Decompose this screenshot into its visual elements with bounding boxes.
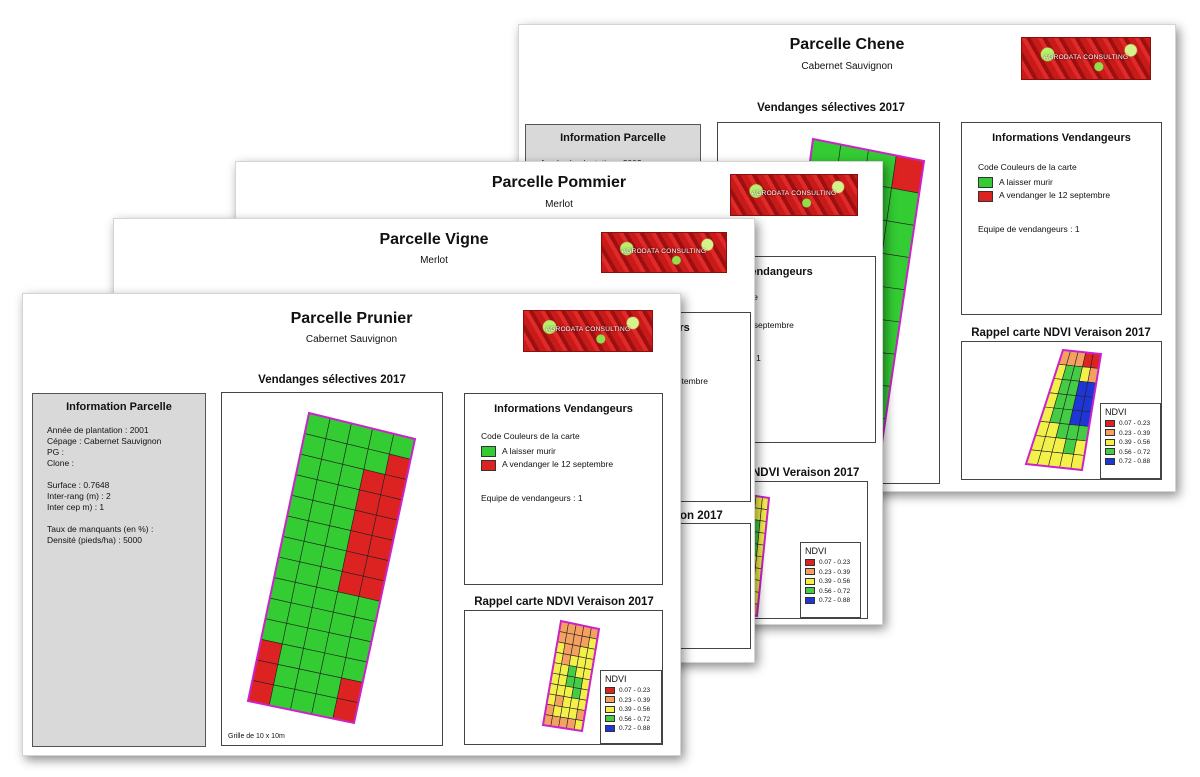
- parcel-outline: [541, 619, 601, 733]
- ndvi-class-3: 0.39 - 0.56: [801, 577, 860, 587]
- ndvi-class-3: 0.39 - 0.56: [1101, 438, 1160, 448]
- legend-keep: A laisser murir: [465, 446, 662, 458]
- info-line: Clone :: [47, 458, 74, 468]
- harvest-label: A vendanger le 12 septembre: [502, 459, 614, 470]
- ndvi-map: [541, 619, 601, 733]
- sheet-prunier: Parcelle Prunier Cabernet Sauvignon AGRO…: [22, 293, 681, 756]
- map-heading: Vendanges sélectives 2017: [258, 374, 406, 386]
- ndvi-heading: Rappel carte NDVI Veraison 2017: [474, 596, 654, 608]
- team-count: Equipe de vendangeurs : 1: [978, 223, 1080, 234]
- keep-label: A laisser murir: [502, 446, 556, 456]
- logo-text: AGRODATA CONSULTING: [621, 247, 707, 255]
- keep-swatch: [481, 446, 496, 458]
- keep-swatch: [978, 177, 993, 189]
- ndvi-map-frame: NDVI 0.07 - 0.23 0.23 - 0.39 0.39 - 0.56…: [961, 341, 1162, 480]
- ndvi-map-frame: NDVI 0.07 - 0.23 0.23 - 0.39 0.39 - 0.56…: [464, 610, 663, 745]
- ndvi-class-2: 0.23 - 0.39: [801, 568, 860, 578]
- ndvi-legend: NDVI 0.07 - 0.23 0.23 - 0.39 0.39 - 0.56…: [800, 542, 861, 618]
- ndvi-class-4: 0.56 - 0.72: [1101, 448, 1160, 458]
- ndvi-legend-title: NDVI: [805, 546, 827, 556]
- ndvi-class-2: 0.23 - 0.39: [1101, 429, 1160, 439]
- sheet-title: Parcelle Pommier: [491, 174, 627, 191]
- info-line: [33, 513, 205, 524]
- legend-harvest: A vendanger le 12 septembre: [465, 459, 662, 471]
- sheet-variety: Merlot: [420, 255, 448, 266]
- sheet-title: Parcelle Vigne: [379, 231, 489, 248]
- map-heading: Vendanges sélectives 2017: [757, 102, 905, 114]
- ndvi-class-5: 0.72 - 0.88: [601, 724, 661, 734]
- info-line: Cépage : Cabernet Sauvignon: [47, 436, 162, 446]
- sheet-title: Parcelle Chene: [789, 36, 905, 53]
- harvest-swatch: [978, 190, 993, 202]
- team-count: Equipe de vendangeurs : 1: [481, 492, 583, 503]
- ndvi-class-1: 0.07 - 0.23: [801, 558, 860, 568]
- info-heading: Information Parcelle: [66, 401, 172, 413]
- ndvi-legend-title: NDVI: [605, 674, 627, 684]
- selective-map-frame: Grille de 10 x 10m: [221, 392, 443, 746]
- ndvi-map-frame: [674, 523, 751, 649]
- ndvi-heading: NDVI Veraison 2017: [752, 467, 860, 479]
- legend-keep: A laisser murir: [962, 177, 1161, 189]
- ndvi-class-1: 0.07 - 0.23: [601, 686, 661, 696]
- sheet-variety: Cabernet Sauvignon: [801, 61, 893, 72]
- sheet-title: Parcelle Prunier: [290, 310, 413, 327]
- ndvi-map: [1024, 348, 1103, 472]
- ndvi-class-3: 0.39 - 0.56: [601, 705, 661, 715]
- info-line: Année de plantation : 2001: [47, 425, 149, 435]
- info-line: Densité (pieds/ha) : 5000: [47, 535, 142, 545]
- info-line: Inter cep m) : 1: [47, 502, 105, 512]
- legend-harvest: er le 12 septembre: [723, 320, 794, 330]
- vendangeurs-panel: Informations Vendangeurs Code Couleurs d…: [961, 122, 1162, 315]
- ndvi-class-2: 0.23 - 0.39: [601, 696, 661, 706]
- agrodata-logo: AGRODATA CONSULTING: [730, 174, 858, 216]
- info-line: Surface : 0.7648: [47, 480, 110, 490]
- logo-text: AGRODATA CONSULTING: [545, 326, 631, 334]
- information-parcelle-panel: Information Parcelle Année de plantation…: [32, 393, 206, 747]
- legend-harvest: A vendanger le 12 septembre: [962, 190, 1161, 202]
- color-code-label: Code Couleurs de la carte: [481, 431, 580, 441]
- ndvi-class-4: 0.56 - 0.72: [801, 587, 860, 597]
- parcel-outline: [246, 411, 417, 725]
- ndvi-class-5: 0.72 - 0.88: [801, 596, 860, 606]
- sheet-variety: Merlot: [545, 199, 573, 210]
- ndvi-legend-title: NDVI: [1105, 407, 1127, 417]
- vendangeurs-heading: Informations Vendangeurs: [992, 132, 1131, 144]
- agrodata-logo: AGRODATA CONSULTING: [1021, 37, 1151, 80]
- ndvi-legend: NDVI 0.07 - 0.23 0.23 - 0.39 0.39 - 0.56…: [1100, 403, 1161, 479]
- ndvi-class-1: 0.07 - 0.23: [1101, 419, 1160, 429]
- harvest-swatch: [481, 459, 496, 471]
- info-line: Taux de manquants (en %) :: [47, 524, 154, 534]
- ndvi-heading: Rappel carte NDVI Veraison 2017: [971, 327, 1151, 339]
- agrodata-logo: AGRODATA CONSULTING: [523, 310, 653, 352]
- grid-note: Grille de 10 x 10m: [228, 733, 285, 740]
- agrodata-logo: AGRODATA CONSULTING: [601, 232, 727, 273]
- info-line: PG :: [47, 447, 65, 457]
- harvest-label: A vendanger le 12 septembre: [999, 190, 1111, 201]
- parcel-outline: [1024, 348, 1103, 472]
- vendangeurs-heading: Informations Vendangeurs: [494, 403, 633, 415]
- ndvi-legend: NDVI 0.07 - 0.23 0.23 - 0.39 0.39 - 0.56…: [600, 670, 662, 744]
- info-lines: Année de plantation : 2001 Cépage : Cabe…: [33, 425, 205, 546]
- keep-label: A laisser murir: [999, 177, 1053, 187]
- vendangeurs-panel: Informations Vendangeurs Code Couleurs d…: [464, 393, 663, 585]
- color-code-label: Code Couleurs de la carte: [978, 162, 1077, 172]
- ndvi-class-5: 0.72 - 0.88: [1101, 457, 1160, 467]
- info-line: [33, 469, 205, 480]
- info-heading: Information Parcelle: [560, 132, 666, 144]
- selective-harvest-map: [246, 411, 417, 725]
- info-line: Inter-rang (m) : 2: [47, 491, 111, 501]
- sheet-variety: Cabernet Sauvignon: [305, 334, 398, 345]
- ndvi-class-4: 0.56 - 0.72: [601, 715, 661, 725]
- logo-text: AGRODATA CONSULTING: [751, 190, 837, 198]
- logo-text: AGRODATA CONSULTING: [1043, 53, 1129, 61]
